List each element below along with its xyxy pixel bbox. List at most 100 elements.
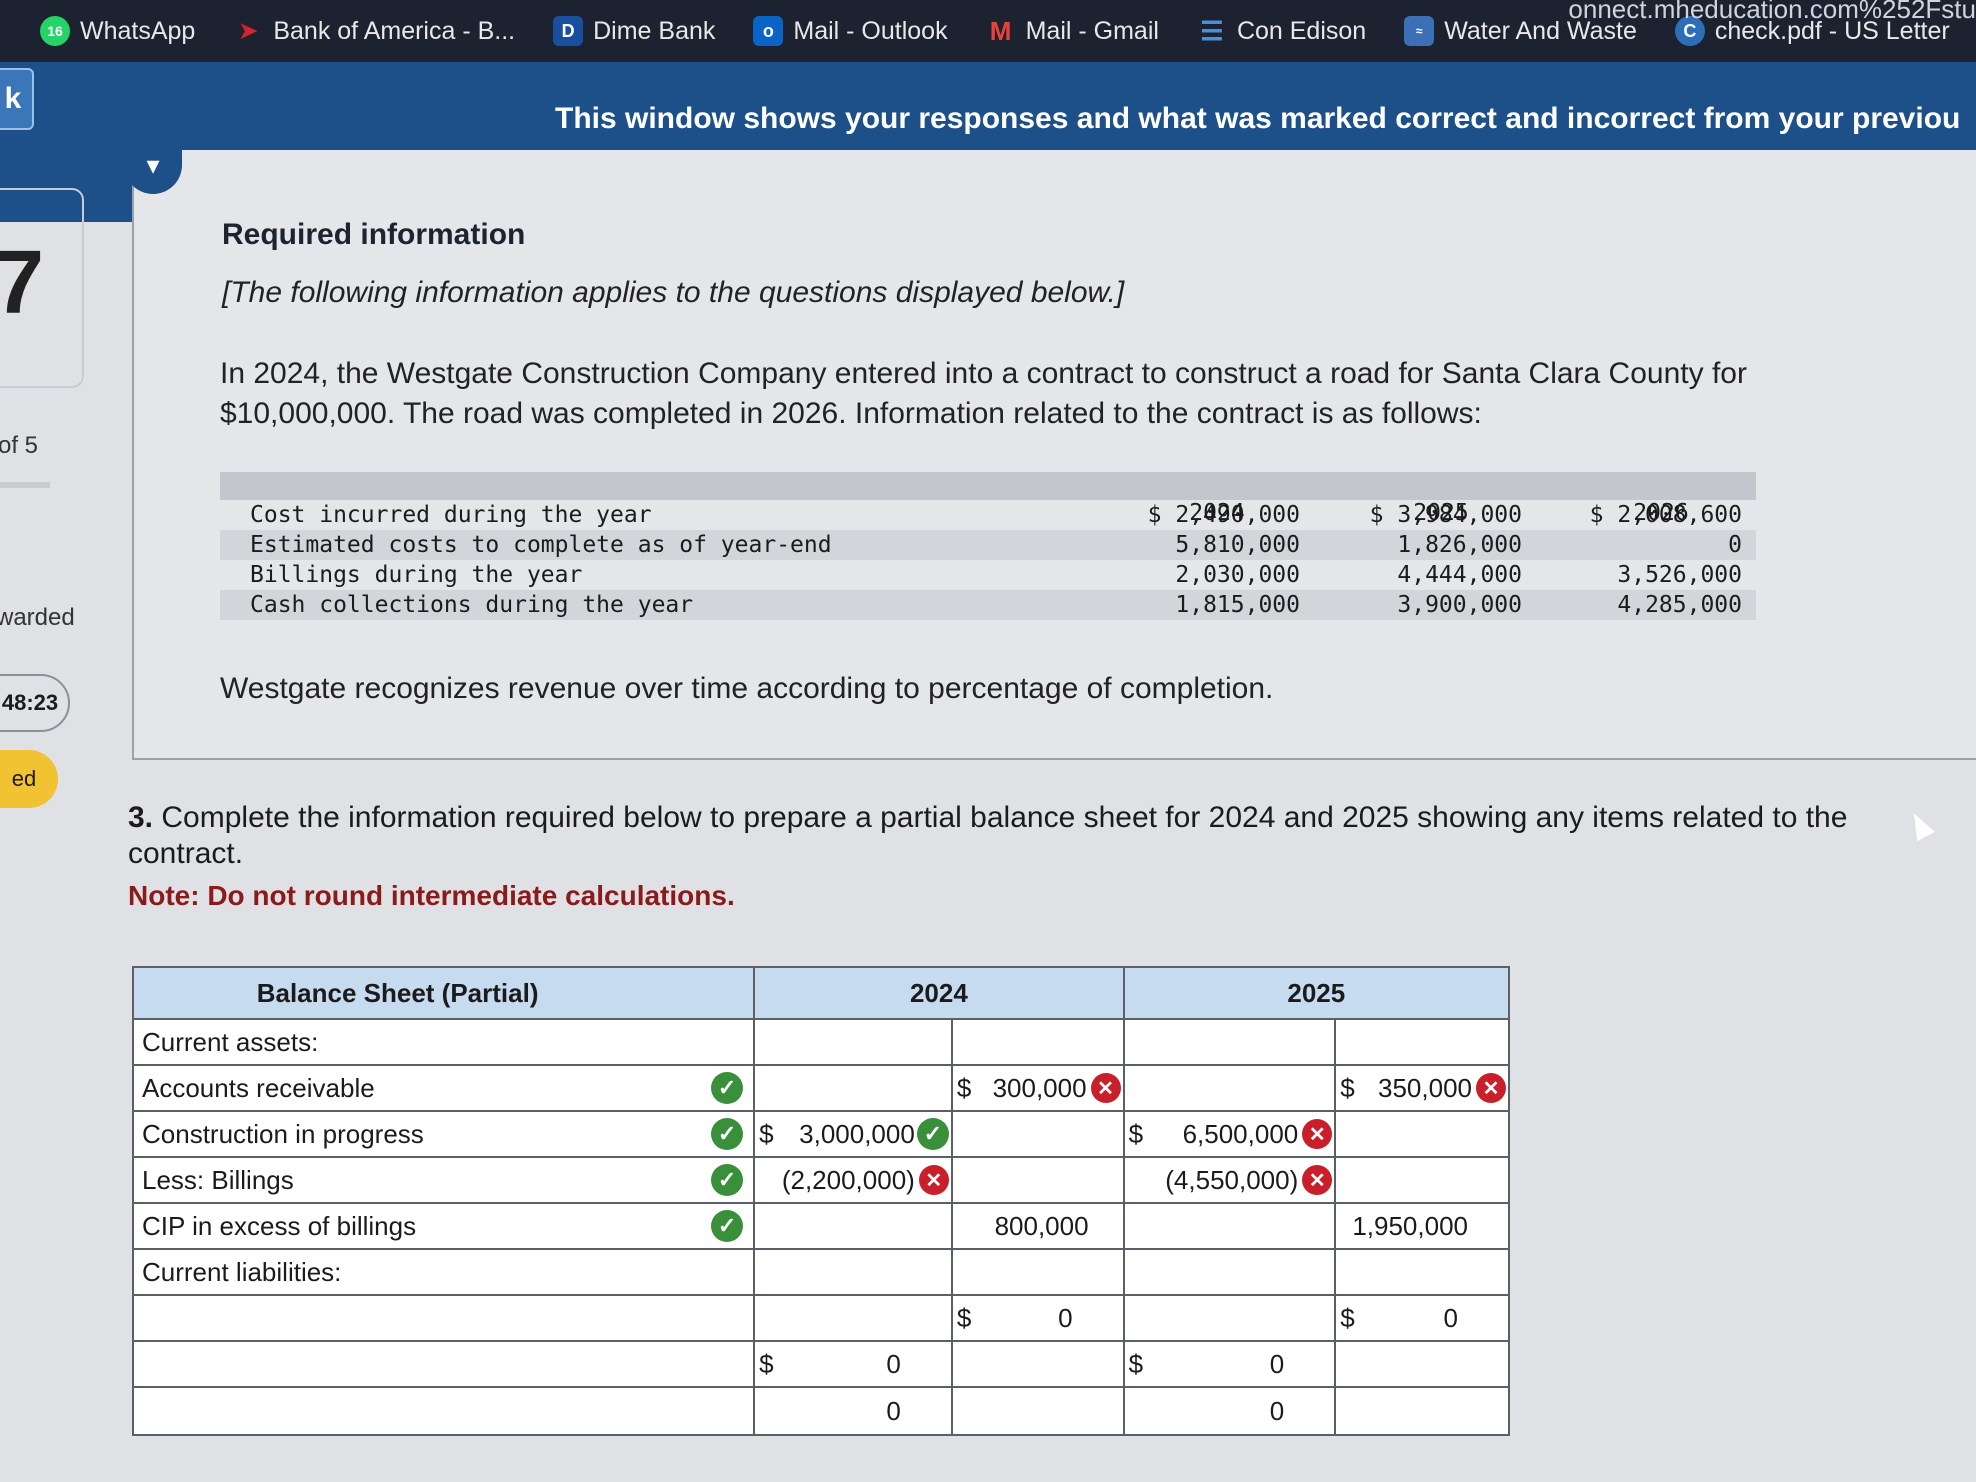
row-label: Cost incurred during the year — [250, 502, 652, 528]
row-label: Current liabilities: — [134, 1250, 756, 1294]
info-footer: Westgate recognizes revenue over time ac… — [220, 672, 1274, 705]
liability-2025-total: $ 0 — [1336, 1296, 1508, 1340]
cell[interactable] — [953, 1342, 1125, 1386]
check-icon: ✓ — [711, 1118, 744, 1150]
contract-row: Estimated costs to complete as of year-e… — [220, 530, 1756, 560]
bookmark-water-and-waste[interactable]: ≈ Water And Waste — [1404, 16, 1637, 46]
cell[interactable] — [755, 1066, 953, 1110]
bookmark-outlook[interactable]: o Mail - Outlook — [753, 16, 948, 46]
cell-value: 6,500,000 — [1182, 1118, 1299, 1149]
check-icon: ✓ — [711, 1072, 744, 1104]
cell[interactable] — [1125, 1250, 1337, 1294]
row-label: Construction in progress — [142, 1118, 424, 1149]
billings-2024-input[interactable]: (2,200,000) ✕ — [755, 1158, 953, 1202]
question-note: Note: Do not round intermediate calculat… — [128, 880, 735, 911]
cell[interactable] — [1125, 1066, 1337, 1110]
account-select-empty[interactable] — [134, 1388, 756, 1434]
cell-value: (2,200,000) — [781, 1164, 915, 1195]
billings-2025-input[interactable]: (4,550,000) ✕ — [1125, 1158, 1337, 1202]
contract-row: Cash collections during the year 1,815,0… — [220, 590, 1756, 620]
row-label: Less: Billings — [142, 1164, 294, 1195]
cell[interactable] — [755, 1204, 953, 1248]
dollar-sign: $ — [1340, 1302, 1355, 1333]
row-label: Accounts receivable — [142, 1072, 375, 1103]
cell[interactable] — [1125, 1020, 1337, 1064]
cell[interactable] — [1336, 1158, 1508, 1202]
header-2025: 2025 — [1287, 977, 1346, 1008]
question-card[interactable] — [0, 188, 84, 388]
cell[interactable] — [755, 1020, 953, 1064]
ar-2025-input[interactable]: $ 350,000 ✕ — [1336, 1066, 1508, 1110]
status-pill: ed — [0, 750, 58, 808]
cell[interactable] — [755, 1296, 953, 1340]
cip-2025-input[interactable]: $ 6,500,000 ✕ — [1125, 1112, 1337, 1156]
bookmark-gmail[interactable]: M Mail - Gmail — [986, 16, 1159, 46]
ar-2024-input[interactable]: $ 300,000 ✕ — [953, 1066, 1125, 1110]
banner-left-button[interactable]: k — [0, 68, 34, 130]
account-select-empty[interactable] — [134, 1342, 756, 1386]
bookmark-whatsapp[interactable]: 16 WhatsApp — [40, 16, 195, 46]
cell[interactable] — [1336, 1020, 1508, 1064]
liability-2024-input[interactable]: 0 — [755, 1388, 953, 1434]
cell-2026: $ 2,008,600 — [1589, 502, 1742, 528]
bookmark-label: check.pdf - US Letter — [1714, 16, 1950, 45]
cell-2026: 3,526,000 — [1617, 562, 1742, 588]
cell-value: 0 — [1269, 1348, 1285, 1379]
cell[interactable] — [953, 1250, 1125, 1294]
check-icon: ✓ — [916, 1118, 949, 1150]
info-title: Required information — [222, 218, 526, 251]
cell[interactable] — [1336, 1342, 1508, 1386]
account-select-billings[interactable]: Less: Billings ✓ — [134, 1158, 756, 1202]
cell[interactable] — [1125, 1296, 1337, 1340]
account-select-ar[interactable]: Accounts receivable ✓ — [134, 1066, 756, 1110]
account-select-excess[interactable]: CIP in excess of billings ✓ — [134, 1204, 756, 1248]
bookmark-label: Bank of America - B... — [273, 16, 516, 45]
cell-value: 0 — [1058, 1302, 1073, 1333]
header-title: Balance Sheet (Partial) — [134, 968, 756, 1018]
progress-bar — [0, 482, 50, 488]
water-icon: ≈ — [1404, 16, 1435, 46]
bookmark-con-edison[interactable]: ☰ Con Edison — [1197, 16, 1366, 46]
table-row: Accounts receivable ✓ $ 300,000 ✕ $ 350,… — [134, 1066, 1508, 1112]
cell[interactable] — [953, 1020, 1125, 1064]
question-body: Complete the information required below … — [128, 801, 1848, 870]
dollar-sign: $ — [759, 1118, 774, 1149]
table-row: CIP in excess of billings ✓ 800,000 1,95… — [134, 1204, 1508, 1250]
timer: 48:23 — [0, 674, 70, 732]
table-row: 0 0 — [134, 1388, 1508, 1434]
x-icon: ✕ — [1302, 1119, 1333, 1149]
account-select-empty[interactable] — [134, 1296, 756, 1340]
question-text: 3. Complete the information required bel… — [128, 800, 1968, 872]
excess-2025-value: 1,950,000 — [1336, 1204, 1508, 1248]
cell-value: 350,000 — [1378, 1072, 1472, 1103]
cell[interactable] — [953, 1112, 1125, 1156]
cell[interactable] — [1336, 1388, 1508, 1434]
cip-2024-input[interactable]: $ 3,000,000 ✓ — [755, 1112, 953, 1156]
liability-2025-input[interactable]: $ 0 — [1125, 1342, 1337, 1386]
cell[interactable] — [953, 1158, 1125, 1202]
account-select-cip[interactable]: Construction in progress ✓ — [134, 1112, 756, 1156]
cell-value: 0 — [1443, 1302, 1458, 1333]
x-icon: ✕ — [1476, 1073, 1506, 1103]
bookmarks-bar: 16 WhatsApp ➤ Bank of America - B... D D… — [0, 0, 1976, 62]
bookmark-check-pdf[interactable]: C check.pdf - US Letter — [1674, 16, 1950, 46]
question-number: 7 — [0, 233, 45, 333]
balance-sheet-table: Balance Sheet (Partial) 2024 2025 Curren… — [132, 966, 1510, 1436]
cell[interactable] — [755, 1250, 953, 1294]
bookmark-dime-bank[interactable]: D Dime Bank — [553, 16, 715, 46]
bookmark-bank-of-america[interactable]: ➤ Bank of America - B... — [233, 16, 515, 46]
liability-2025-input[interactable]: 0 — [1125, 1388, 1337, 1434]
cell[interactable] — [1336, 1250, 1508, 1294]
table-row: Less: Billings ✓ (2,200,000) ✕ (4,550,00… — [134, 1158, 1508, 1204]
pdf-icon: C — [1674, 16, 1705, 46]
points-awarded-label: warded — [0, 604, 75, 631]
cell[interactable] — [1336, 1112, 1508, 1156]
liability-2024-input[interactable]: $ 0 — [755, 1342, 953, 1386]
question-count: of 5 — [0, 432, 39, 459]
dollar-sign: $ — [956, 1302, 972, 1333]
cell-value: 0 — [886, 1395, 901, 1426]
cell[interactable] — [1125, 1204, 1337, 1248]
cell[interactable] — [953, 1388, 1125, 1434]
cell-2026: 0 — [1728, 532, 1742, 558]
year-header-2026: 2026 — [1633, 500, 1689, 526]
